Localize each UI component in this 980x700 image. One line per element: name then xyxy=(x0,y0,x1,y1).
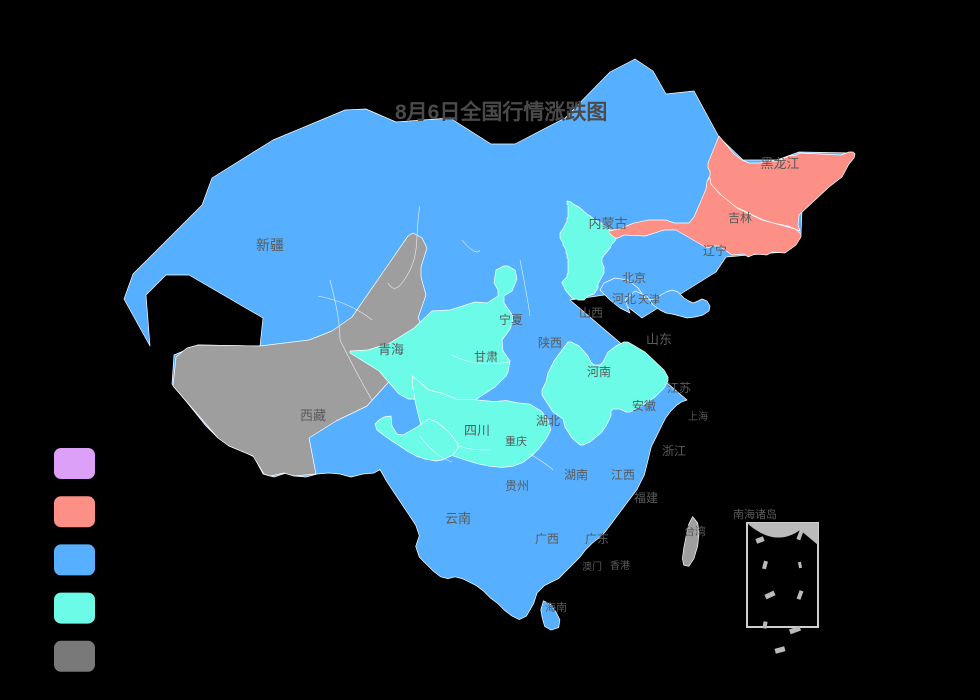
svg-text:香港: 香港 xyxy=(610,560,630,572)
svg-text:新疆: 新疆 xyxy=(256,237,284,253)
svg-text:河南: 河南 xyxy=(587,364,611,379)
svg-text:广东: 广东 xyxy=(585,532,609,546)
svg-text:吉林: 吉林 xyxy=(728,211,752,225)
svg-text:山东: 山东 xyxy=(646,332,672,347)
svg-text:福建: 福建 xyxy=(634,490,658,505)
svg-text:江苏: 江苏 xyxy=(667,381,691,395)
svg-text:台湾: 台湾 xyxy=(684,524,706,538)
svg-text:重庆: 重庆 xyxy=(505,434,527,448)
svg-text:河北: 河北 xyxy=(612,292,636,306)
svg-text:湖南: 湖南 xyxy=(564,467,588,482)
svg-text:澳门: 澳门 xyxy=(582,560,602,573)
svg-text:北京: 北京 xyxy=(622,271,646,285)
svg-text:甘肃: 甘肃 xyxy=(474,350,498,364)
svg-text:广西: 广西 xyxy=(535,532,559,546)
svg-text:8月6日全国行情涨跌图: 8月6日全国行情涨跌图 xyxy=(395,100,607,124)
svg-text:云南: 云南 xyxy=(445,511,471,526)
svg-text:陕西: 陕西 xyxy=(538,335,562,350)
svg-text:海南: 海南 xyxy=(545,600,567,614)
svg-text:南海诸岛: 南海诸岛 xyxy=(733,507,777,521)
svg-text:上海: 上海 xyxy=(688,410,708,423)
svg-text:内蒙古: 内蒙古 xyxy=(588,216,627,231)
svg-text:辽宁: 辽宁 xyxy=(703,243,727,258)
svg-text:四川: 四川 xyxy=(464,423,490,438)
svg-text:贵州: 贵州 xyxy=(505,479,529,493)
svg-text:浙江: 浙江 xyxy=(662,444,686,458)
svg-text:江西: 江西 xyxy=(611,468,635,482)
svg-text:青海: 青海 xyxy=(378,342,404,357)
svg-text:安徽: 安徽 xyxy=(632,398,656,413)
svg-text:黑龙江: 黑龙江 xyxy=(760,156,799,171)
svg-text:西藏: 西藏 xyxy=(300,408,326,423)
svg-text:湖北: 湖北 xyxy=(536,413,560,428)
svg-text:宁夏: 宁夏 xyxy=(499,312,523,327)
svg-text:天津: 天津 xyxy=(638,293,660,306)
svg-text:山西: 山西 xyxy=(579,306,603,320)
